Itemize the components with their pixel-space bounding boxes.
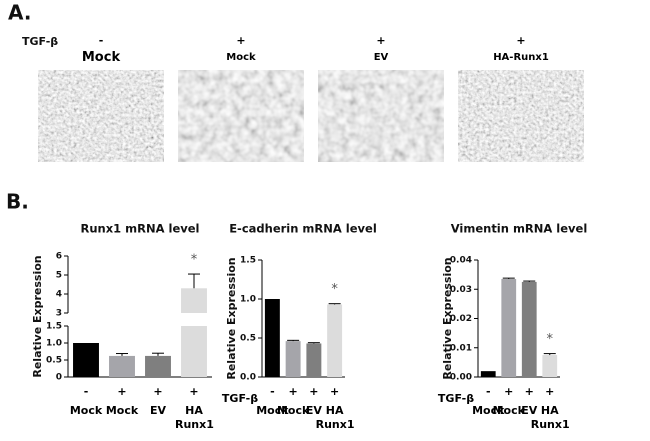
y-tick-label: 0.04 [450, 256, 472, 266]
x-tick-label: Mock [276, 404, 310, 417]
treatment-sign: - [270, 385, 275, 398]
x-tick-label: HA Runx1 [530, 404, 570, 431]
y-tick-label: 0.5 [240, 334, 256, 344]
y-tick-label: 1.5 [240, 256, 256, 266]
micrograph [38, 70, 164, 162]
y-axis-label: Relative Expression [441, 257, 454, 379]
x-tick-label: Mock [256, 404, 289, 417]
significance-mark: * [547, 332, 554, 347]
tgf-label: TGF-β [437, 392, 475, 405]
bar [521, 281, 537, 377]
treatment-sign: + [153, 385, 163, 398]
y-tick-label: 1.0 [46, 339, 62, 349]
treatment-sign: + [288, 385, 298, 398]
treatment-name: HA-Runx1 [493, 52, 549, 63]
bar [327, 304, 343, 377]
y-tick-label: 1.0 [240, 295, 256, 305]
panel-label: B. [6, 190, 29, 214]
y-tick-label: 0.0 [240, 373, 256, 383]
treatment-sign: + [516, 34, 526, 47]
bar [501, 279, 517, 377]
treatment-name: Mock [226, 52, 256, 63]
x-tick-label: EV [521, 404, 538, 417]
treatment-sign: - [83, 385, 89, 398]
y-tick-label: 6 [56, 252, 62, 262]
bar [145, 355, 171, 377]
y-tick-label: 0.01 [450, 343, 472, 353]
chart-title: E-cadherin mRNA level [229, 222, 377, 236]
y-tick-label: 4 [56, 290, 62, 300]
treatment-sign: + [545, 385, 555, 398]
micrograph [318, 70, 444, 162]
x-tick-label: Mock [69, 404, 103, 417]
chart-title: Runx1 mRNA level [81, 222, 200, 236]
y-tick-label: 0 [56, 373, 62, 383]
micrograph [178, 70, 304, 162]
bar [73, 343, 99, 377]
y-tick-label: 0.00 [450, 373, 472, 383]
treatment-sign: + [309, 385, 319, 398]
x-tick-label: EV [149, 404, 167, 417]
y-tick-label: 0.02 [450, 314, 472, 324]
bar [109, 355, 135, 377]
bar [285, 341, 301, 377]
treatment-sign: - [485, 385, 491, 398]
y-tick-label: 3 [56, 309, 62, 319]
treatment-sign: + [117, 385, 127, 398]
treatment-sign: + [376, 34, 386, 47]
chart-title: Vimentin mRNA level [451, 222, 588, 236]
panel-label: A. [8, 1, 31, 25]
bar [264, 299, 280, 377]
bar [542, 355, 558, 377]
bar [480, 371, 496, 377]
micrograph [458, 70, 584, 162]
bar [181, 326, 207, 377]
x-tick-label: HA Runx1 [315, 404, 355, 431]
y-axis-label: Relative Expression [225, 257, 238, 379]
x-tick-label: Mock [492, 404, 525, 417]
tgf-label: TGF-β [221, 392, 259, 405]
x-tick-label: Mock [472, 404, 505, 417]
tgf-label: TGF-β [22, 35, 58, 48]
significance-mark: * [191, 253, 198, 268]
y-axis-label: Relative Expression [31, 255, 44, 377]
significance-mark: * [331, 282, 338, 297]
y-tick-label: 0.03 [450, 285, 472, 295]
y-tick-label: 1.5 [46, 322, 62, 332]
treatment-sign: + [504, 385, 514, 398]
treatment-sign: + [236, 34, 246, 47]
treatment-sign: + [330, 385, 340, 398]
bar [306, 343, 322, 377]
x-tick-label: Mock [105, 404, 139, 417]
treatment-name: EV [373, 52, 389, 63]
bar [181, 288, 207, 313]
treatment-sign: + [189, 385, 199, 398]
treatment-sign: - [98, 34, 104, 47]
treatment-sign: + [524, 385, 534, 398]
y-tick-label: 0.5 [46, 356, 62, 366]
y-tick-label: 5 [56, 271, 62, 281]
treatment-name: Mock [81, 50, 121, 65]
x-tick-label: EV [305, 404, 322, 417]
x-tick-label: HA Runx1 [175, 404, 214, 431]
